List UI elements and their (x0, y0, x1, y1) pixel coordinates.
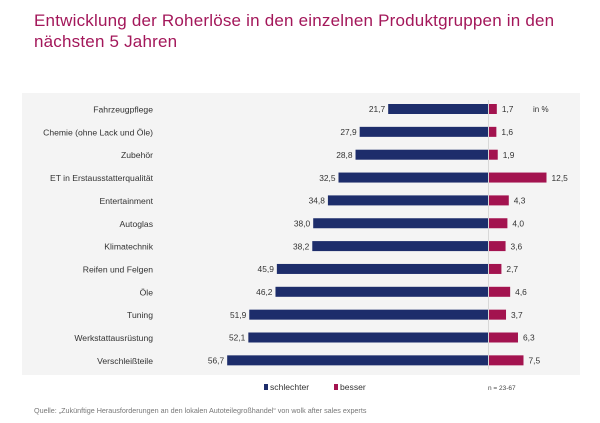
value-label-besser: 3,6 (511, 241, 523, 251)
category-label: Verschleißteile (97, 356, 153, 366)
bar-schlechter (388, 104, 488, 114)
category-label: Reifen und Felgen (83, 264, 153, 274)
bar-besser (489, 104, 497, 114)
bar-besser (489, 126, 497, 137)
bar-schlechter (338, 172, 488, 183)
value-label-schlechter: 21,7 (369, 104, 386, 114)
legend-swatch-besser (334, 384, 338, 390)
bar-besser (489, 332, 518, 343)
unit-label: in % (533, 105, 549, 114)
value-label-besser: 2,7 (506, 264, 518, 274)
category-label: Klimatechnik (104, 242, 153, 252)
bar-schlechter (276, 263, 488, 274)
bar-schlechter (275, 286, 488, 297)
legend-label-schlechter: schlechter (270, 382, 309, 392)
value-label-besser: 1,9 (503, 150, 515, 160)
bar-besser (489, 309, 507, 320)
bar-besser (489, 263, 502, 274)
bar-besser (489, 195, 509, 206)
bar-besser (489, 218, 508, 229)
value-label-besser: 3,7 (511, 310, 523, 320)
bar-schlechter (312, 241, 488, 252)
chart-panel (22, 93, 580, 375)
category-label: Werkstattausrüstung (74, 333, 153, 343)
value-label-schlechter: 56,7 (208, 356, 225, 366)
value-label-schlechter: 38,2 (293, 241, 310, 251)
bar-schlechter (355, 149, 488, 160)
source-note: Quelle: „Zukünftige Herausforderungen an… (34, 406, 367, 415)
bar-schlechter (313, 218, 488, 229)
category-label: Tuning (127, 310, 153, 320)
bar-besser (489, 355, 524, 366)
value-label-schlechter: 51,9 (230, 310, 247, 320)
value-label-schlechter: 45,9 (258, 264, 275, 274)
sample-size-note: n = 23-67 (488, 385, 516, 392)
bar-besser (489, 241, 506, 252)
bar-schlechter (327, 195, 488, 206)
category-label: Öle (140, 287, 154, 297)
bar-besser (489, 172, 547, 183)
value-label-besser: 6,3 (523, 333, 535, 343)
legend-label-besser: besser (340, 382, 366, 392)
value-label-schlechter: 32,5 (319, 173, 336, 183)
bar-schlechter (227, 355, 488, 366)
bar-schlechter (248, 332, 488, 343)
value-label-schlechter: 46,2 (256, 287, 273, 297)
category-label: Chemie (ohne Lack und Öle) (43, 127, 153, 137)
bar-schlechter (249, 309, 488, 320)
chart-title: Entwicklung der Roherlöse in den einzeln… (34, 11, 555, 51)
legend-swatch-schlechter (264, 384, 268, 390)
category-label: ET in Erstausstatterqualität (50, 173, 154, 183)
value-label-schlechter: 28,8 (336, 150, 353, 160)
value-label-besser: 1,6 (501, 127, 513, 137)
value-label-besser: 4,3 (514, 196, 526, 206)
category-label: Autoglas (120, 219, 153, 229)
value-label-schlechter: 27,9 (340, 127, 357, 137)
bar-besser (489, 149, 498, 160)
value-label-schlechter: 34,8 (309, 196, 326, 206)
value-label-besser: 4,6 (515, 287, 527, 297)
category-label: Fahrzeugpflege (93, 105, 153, 115)
value-label-besser: 12,5 (552, 173, 569, 183)
value-label-besser: 1,7 (502, 104, 514, 114)
value-label-besser: 4,0 (512, 218, 524, 228)
value-label-schlechter: 52,1 (229, 333, 246, 343)
value-label-besser: 7,5 (529, 356, 541, 366)
category-label: Entertainment (99, 196, 153, 206)
value-label-schlechter: 38,0 (294, 218, 311, 228)
legend: schlechter besser (264, 382, 366, 392)
category-label: Zubehör (121, 150, 153, 160)
bar-besser (489, 286, 511, 297)
bar-schlechter (359, 126, 488, 137)
